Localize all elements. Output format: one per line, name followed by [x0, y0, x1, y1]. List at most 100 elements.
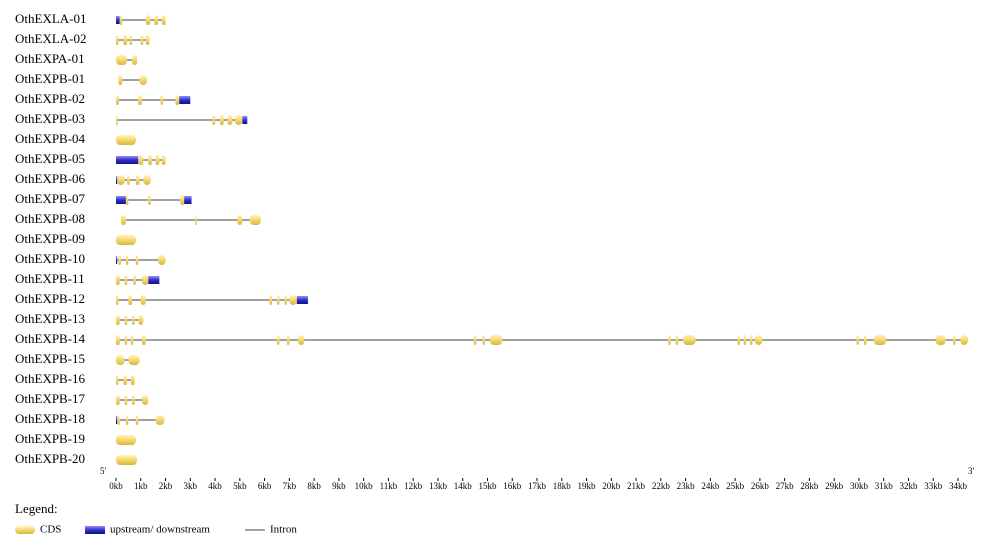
cds — [119, 15, 123, 25]
cds — [135, 415, 139, 425]
x-tick-label: 30kb — [850, 481, 869, 491]
cds — [489, 335, 503, 345]
cds — [175, 95, 180, 105]
cds — [116, 235, 136, 245]
x-tick-label: 7kb — [283, 481, 297, 491]
utr — [116, 416, 118, 424]
gene-name: OthEXPB-07 — [15, 191, 86, 206]
gene-name: OthEXPB-11 — [15, 271, 85, 286]
x-tick-label: 23kb — [677, 481, 696, 491]
cds — [289, 295, 297, 305]
utr — [116, 196, 126, 204]
cds — [142, 395, 149, 405]
cds — [132, 395, 135, 405]
gene-name: OthEXPB-05 — [15, 151, 85, 166]
cds — [143, 175, 151, 185]
cds — [286, 335, 290, 345]
cds — [118, 75, 123, 85]
cds — [116, 295, 119, 305]
cds — [754, 335, 763, 345]
cds — [148, 195, 151, 205]
x-tick-label: 29kb — [825, 481, 844, 491]
legend-label: CDS — [40, 524, 61, 536]
utr — [184, 196, 192, 204]
cds — [135, 175, 140, 185]
cds — [116, 315, 120, 325]
gene-name: OthEXPB-08 — [15, 211, 85, 226]
legend-label: upstream/ downstream — [110, 524, 210, 536]
gene-name: OthEXPB-12 — [15, 291, 85, 306]
utr — [116, 256, 118, 264]
x-tick-label: 3kb — [184, 481, 198, 491]
cds — [118, 255, 121, 265]
x-tick-label: 34kb — [949, 481, 968, 491]
x-tick-label: 20kb — [602, 481, 621, 491]
cds — [116, 95, 119, 105]
cds — [249, 215, 261, 225]
utr — [116, 176, 118, 184]
gene-name: OthEXLA-01 — [15, 11, 87, 26]
cds — [683, 335, 696, 345]
cds — [160, 95, 164, 105]
cds — [116, 55, 128, 65]
x-tick-label: 18kb — [553, 481, 572, 491]
three-prime-label: 3' — [968, 466, 975, 476]
cds — [125, 255, 129, 265]
cds — [132, 55, 138, 65]
cds — [161, 155, 166, 165]
cds — [863, 335, 867, 345]
legend-label: Intron — [270, 524, 297, 536]
gene-name: OthEXPB-18 — [15, 411, 85, 426]
cds — [124, 335, 128, 345]
cds — [124, 315, 128, 325]
cds — [142, 335, 146, 345]
cds — [130, 375, 135, 385]
x-tick-label: 10kb — [355, 481, 374, 491]
utr — [242, 116, 248, 124]
x-tick-label: 19kb — [578, 481, 597, 491]
cds — [668, 335, 671, 345]
gene-name: OthEXPB-10 — [15, 251, 85, 266]
x-tick-label: 2kb — [159, 481, 173, 491]
cds — [145, 15, 151, 25]
gene-name: OthEXPB-06 — [15, 171, 86, 186]
x-tick-label: 21kb — [627, 481, 646, 491]
cds — [117, 175, 125, 185]
cds — [148, 155, 152, 165]
gene-name: OthEXPB-19 — [15, 431, 85, 446]
cds — [138, 95, 143, 105]
cds — [117, 415, 120, 425]
cds — [116, 455, 138, 465]
cds — [284, 295, 287, 305]
gene-name: OthEXPB-20 — [15, 451, 85, 466]
cds — [130, 335, 134, 345]
cds — [482, 335, 485, 345]
legend-swatch-utr — [85, 526, 105, 534]
cds — [873, 335, 887, 345]
cds — [473, 335, 477, 345]
cds — [749, 335, 753, 345]
legend-swatch-cds — [15, 526, 35, 534]
cds — [125, 415, 129, 425]
cds — [123, 35, 128, 45]
x-tick-label: 22kb — [652, 481, 671, 491]
cds — [123, 375, 128, 385]
gene-name: OthEXPB-02 — [15, 91, 85, 106]
gene-name: OthEXPB-03 — [15, 111, 85, 126]
gene-name: OthEXPB-16 — [15, 371, 86, 386]
x-tick-label: 17kb — [528, 481, 547, 491]
cds — [227, 115, 233, 125]
cds — [155, 155, 160, 165]
cds — [135, 255, 139, 265]
cds — [158, 255, 166, 265]
cds — [140, 295, 146, 305]
cds — [953, 335, 956, 345]
cds — [234, 115, 243, 125]
cds — [935, 335, 946, 345]
cds — [116, 115, 118, 125]
cds — [161, 15, 166, 25]
x-tick-label: 1kb — [134, 481, 148, 491]
cds — [142, 275, 149, 285]
cds — [116, 355, 125, 365]
